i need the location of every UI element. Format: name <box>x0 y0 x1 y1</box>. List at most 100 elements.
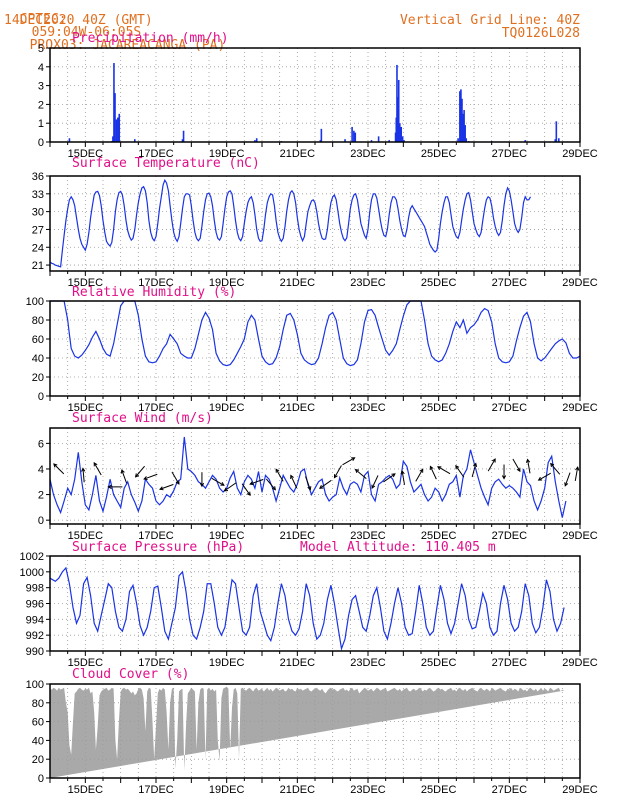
precip-bar <box>397 79 400 142</box>
precip-bar <box>555 121 558 142</box>
x-tick-label: 29DEC <box>562 657 598 669</box>
y-tick-label: 27 <box>32 224 44 236</box>
wind-arrow-head <box>223 487 228 492</box>
x-tick-label: 29DEC <box>562 530 598 542</box>
x-tick-label: 21DEC <box>280 148 316 160</box>
y-tick-label: 40 <box>32 353 44 365</box>
x-tick-label: 29DEC <box>562 148 598 160</box>
x-tick-label: 25DEC <box>421 148 457 160</box>
panel-title: Surface Pressure (hPa) <box>72 540 244 555</box>
wind-arrow <box>265 478 277 491</box>
cloud-cover-area <box>50 686 565 778</box>
y-tick-label: 40 <box>32 735 44 747</box>
precip-bar <box>344 139 346 142</box>
y-tick-label: 3 <box>38 81 44 93</box>
precip-bar <box>396 96 399 142</box>
series-line <box>49 178 532 268</box>
y-tick-label: 80 <box>32 698 44 710</box>
y-tick-label: 20 <box>32 372 44 384</box>
wind-arrow-head <box>107 484 112 489</box>
wind-arrow-shaft <box>429 466 437 480</box>
wind-arrow-shaft <box>143 473 158 480</box>
x-tick-label: 15DEC <box>68 402 104 414</box>
wind-arrow <box>333 465 342 479</box>
wind-arrow-head <box>307 486 312 491</box>
wind-arrow-shaft <box>53 463 65 475</box>
precip-bar <box>118 113 121 142</box>
wind-arrow <box>537 472 551 481</box>
wind-arrow-head <box>550 462 555 468</box>
x-tick-label: 19DEC <box>209 657 245 669</box>
wind-arrow-shaft <box>241 483 251 496</box>
wind-arrow-shaft <box>319 479 332 489</box>
wind-arrow-shaft <box>82 468 85 483</box>
wind-arrow <box>290 474 298 489</box>
wind-arrow-head <box>120 469 125 474</box>
y-tick-label: 0 <box>38 137 44 149</box>
wind-arrow-shaft <box>290 475 298 489</box>
y-tick-label: 20 <box>32 754 44 766</box>
header-model-code: TQ0126L028 <box>501 26 580 41</box>
panel-frame <box>49 300 581 397</box>
wind-arrow-shaft <box>305 476 311 490</box>
wind-arrow <box>305 476 312 491</box>
precip-bar <box>351 126 353 142</box>
wind-arrow <box>199 472 205 488</box>
precip-bar <box>524 140 527 142</box>
wind-arrow-shaft <box>249 478 264 485</box>
precip-bar <box>403 140 405 142</box>
precip-bar <box>353 130 355 142</box>
x-tick-label: 19DEC <box>209 530 245 542</box>
x-tick-label: 15DEC <box>68 530 104 542</box>
wind-arrow-head <box>371 484 376 490</box>
x-tick-label: 21DEC <box>280 784 316 796</box>
wind-arrow-head <box>134 473 140 478</box>
y-tick-label: 33 <box>32 189 44 201</box>
panel-precip <box>46 47 581 147</box>
wind-arrow-head <box>429 465 434 470</box>
x-tick-label: 21DEC <box>280 657 316 669</box>
x-tick-label: 15DEC <box>68 784 104 796</box>
panel-temp <box>46 175 581 276</box>
wind-arrow <box>107 484 123 489</box>
precip-bar <box>388 140 390 142</box>
x-tick-label: 15DEC <box>68 148 104 160</box>
wind-arrow-head <box>275 468 280 473</box>
wind-arrow <box>249 478 264 486</box>
y-tick-label: 100 <box>26 296 44 308</box>
wind-arrow-head <box>437 466 442 470</box>
wind-arrow <box>455 464 465 478</box>
wind-arrow <box>400 469 406 485</box>
wind-arrow-head <box>246 491 251 497</box>
wind-arrow <box>437 466 451 475</box>
panel-frame <box>49 47 581 143</box>
precip-bar <box>461 98 463 142</box>
wind-arrow-shaft <box>135 465 145 478</box>
x-tick-label: 17DEC <box>138 277 174 289</box>
x-tick-label: 29DEC <box>562 402 598 414</box>
wind-arrow-head <box>354 468 360 474</box>
y-tick-label: 21 <box>32 260 44 272</box>
wind-arrow-shaft <box>334 465 342 478</box>
wind-arrow <box>171 471 180 485</box>
header-run: 14DEC2020 40Z (GMT) <box>4 13 153 28</box>
precip-bar <box>320 128 323 142</box>
wind-arrow-head <box>351 457 356 462</box>
wind-arrow-shaft <box>93 462 102 476</box>
x-tick-label: 23DEC <box>350 277 386 289</box>
wind-arrow-head <box>175 480 180 485</box>
x-tick-label: 27DEC <box>492 277 528 289</box>
y-tick-label: 2 <box>38 490 44 502</box>
precip-bar <box>319 140 322 142</box>
precip-bar <box>463 110 465 142</box>
precip-bar <box>68 138 71 142</box>
wind-arrow-shaft <box>550 463 561 475</box>
wind-arrow <box>354 468 367 479</box>
x-tick-label: 25DEC <box>421 402 457 414</box>
wind-arrow-shaft <box>455 465 465 478</box>
series-line <box>49 436 567 518</box>
wind-arrow-shaft <box>159 484 174 490</box>
wind-arrow-head <box>516 467 521 473</box>
panel-title: Surface Wind (m/s) <box>72 411 213 426</box>
